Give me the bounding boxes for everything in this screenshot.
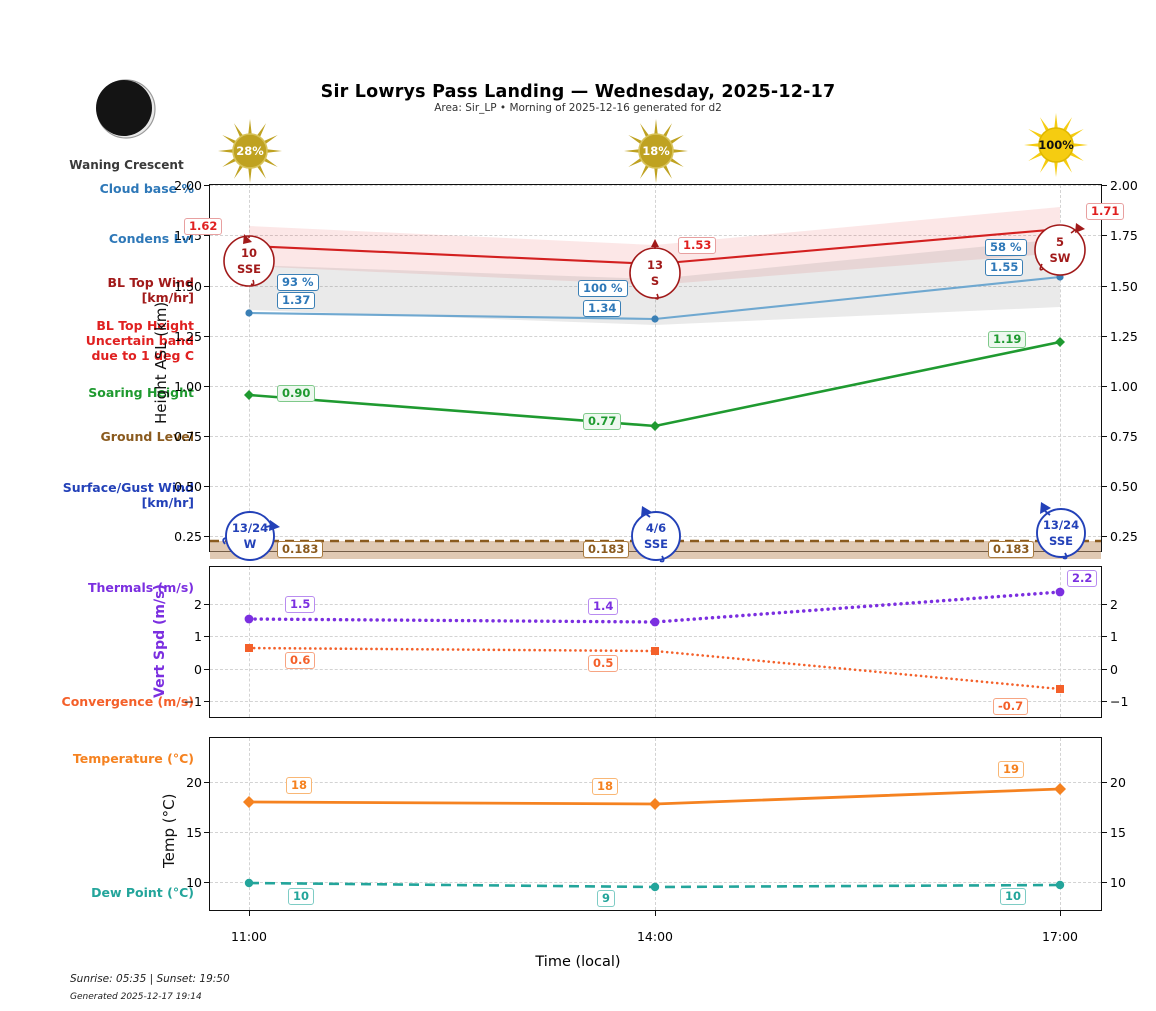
legend-ground-level: Ground Level: [100, 429, 194, 444]
panel3-ytick-10: 10: [186, 875, 202, 890]
legend-bl-top-height: BL Top Height Uncertain band due to 1 de…: [85, 318, 194, 363]
footer-sun-times: Sunrise: 05:35 | Sunset: 19:50: [70, 973, 230, 985]
panel1-ytick-0-25: 0.25: [174, 529, 202, 544]
value-thermals-1100: 1.5: [285, 596, 316, 613]
sun-percent-label: 100%: [1038, 138, 1074, 152]
value-temp-1400: 18: [592, 778, 619, 795]
panel3-plot-area: [243, 783, 1066, 892]
xtick-1400: 14:00: [636, 929, 674, 944]
sun-marker-1400: 18%: [623, 118, 689, 184]
footer-generated: Generated 2025-12-17 19:14: [70, 992, 202, 1002]
value-soaring-1400: 0.77: [583, 413, 622, 430]
bl-top-wind-barb-1700: [1031, 221, 1089, 279]
page-subtitle: Area: Sir_LP • Morning of 2025-12-16 gen…: [434, 102, 722, 114]
value-convergence-1100: 0.6: [285, 652, 316, 669]
panel2-ytick-right-neg1: −1: [1110, 694, 1129, 709]
value-soaring-1100: 0.90: [277, 385, 316, 402]
value-ground-1400: 0.183: [583, 541, 630, 558]
legend-condens-lvl: Condens Lvl: [108, 231, 194, 246]
legend-bl-top-wind: BL Top Wind [km/hr]: [107, 275, 194, 305]
panel2-ytick-neg1: −1: [183, 694, 202, 709]
panel1-ytick-right-2-00: 2.00: [1110, 178, 1138, 193]
panel1-plot-area: [210, 207, 1101, 559]
panel2-ytick-2: 2: [194, 597, 202, 612]
legend-convergence: Convergence (m/s): [61, 694, 194, 709]
value-ground-1700: 0.183: [988, 541, 1035, 558]
legend-temperature: Temperature (°C): [72, 751, 194, 766]
panel1-ytick-1-00: 1.00: [174, 379, 202, 394]
value-bltop-1400: 1.34: [583, 300, 622, 317]
panel1-ytick-right-0-75: 0.75: [1110, 429, 1138, 444]
panel1-ytick-0-50: 0.50: [174, 479, 202, 494]
panel2-ytick-right-2: 2: [1110, 597, 1118, 612]
legend-dew-point: Dew Point (°C): [91, 885, 194, 900]
value-dewpoint-1400: 9: [597, 890, 616, 907]
panel-temperature: [209, 737, 1102, 911]
sun-marker-1100: 28%: [217, 118, 283, 184]
panel2-ytick-right-1: 1: [1110, 629, 1118, 644]
panel2-ytick-1: 1: [194, 629, 202, 644]
value-soaring-1700: 1.19: [988, 331, 1027, 348]
panel2-ytick-0: 0: [194, 662, 202, 677]
legend-cloud-base: Cloud base %: [99, 181, 194, 196]
bl-top-wind-barb-1400: [626, 239, 684, 302]
value-temp-1100: 18: [286, 777, 313, 794]
page-title: Sir Lowrys Pass Landing — Wednesday, 202…: [320, 82, 836, 102]
surface-wind-barb-1700: [1033, 502, 1089, 561]
panel-vertical-speed: [209, 566, 1102, 718]
panel1-y-axis-title: Height ASL (km): [152, 301, 170, 424]
panel1-ytick-right-1-25: 1.25: [1110, 329, 1138, 344]
value-thermals-1400: 1.4: [588, 598, 619, 615]
value-convergence-1400: 0.5: [588, 655, 619, 672]
value-thermals-1700: 2.2: [1067, 570, 1098, 587]
panel1-ytick-right-1-00: 1.00: [1110, 379, 1138, 394]
value-condens-1100: 1.62: [184, 218, 223, 235]
value-condens-1400: 1.53: [678, 237, 717, 254]
panel1-ytick-2-00: 2.00: [174, 178, 202, 193]
legend-surface-gust-wind: Surface/Gust Wind [km/hr]: [62, 480, 194, 510]
value-ground-1100: 0.183: [277, 541, 324, 558]
xtick-1700: 17:00: [1041, 929, 1079, 944]
panel1-ytick-right-1-75: 1.75: [1110, 228, 1138, 243]
bl-top-wind-barb-1100: [220, 232, 278, 290]
surface-wind-barb-1100: [222, 508, 280, 564]
legend-soaring-height: Soaring Height: [88, 385, 194, 400]
sun-percent-label: 28%: [236, 144, 264, 158]
value-condens-1700: 1.71: [1086, 203, 1125, 220]
x-axis-title: Time (local): [535, 954, 621, 970]
panel3-ytick-right-20: 20: [1110, 775, 1126, 790]
panel1-ytick-right-1-50: 1.50: [1110, 279, 1138, 294]
surface-wind-barb-1400: [628, 506, 684, 564]
value-cloudbase-1700: 58 %: [985, 239, 1027, 256]
moon-phase-label: Waning Crescent: [69, 158, 184, 172]
panel1-ytick-1-50: 1.50: [174, 279, 202, 294]
legend-thermals: Thermals (m/s): [87, 580, 194, 595]
value-convergence-1700: -0.7: [993, 698, 1029, 715]
panel1-ytick-1-25: 1.25: [174, 329, 202, 344]
panel1-ytick-0-75: 0.75: [174, 429, 202, 444]
panel1-ytick-right-0-50: 0.50: [1110, 479, 1138, 494]
panel3-ytick-right-10: 10: [1110, 875, 1126, 890]
value-bltop-1700: 1.55: [985, 259, 1024, 276]
sun-percent-label: 18%: [642, 144, 670, 158]
value-dewpoint-1700: 10: [1000, 888, 1027, 905]
panel3-ytick-15: 15: [186, 825, 202, 840]
moon-phase-icon: [95, 78, 157, 140]
value-temp-1700: 19: [998, 761, 1025, 778]
panel3-ytick-right-15: 15: [1110, 825, 1126, 840]
panel2-plot-area: [244, 587, 1065, 693]
value-dewpoint-1100: 10: [288, 888, 315, 905]
sun-marker-1700: 100%: [1023, 112, 1089, 178]
panel3-ytick-20: 20: [186, 775, 202, 790]
panel1-ytick-right-0-25: 0.25: [1110, 529, 1138, 544]
value-bltop-1100: 1.37: [277, 292, 316, 309]
panel2-ytick-right-0: 0: [1110, 662, 1118, 677]
value-cloudbase-1100: 93 %: [277, 274, 319, 291]
value-cloudbase-1400: 100 %: [578, 280, 628, 297]
xtick-1100: 11:00: [230, 929, 268, 944]
